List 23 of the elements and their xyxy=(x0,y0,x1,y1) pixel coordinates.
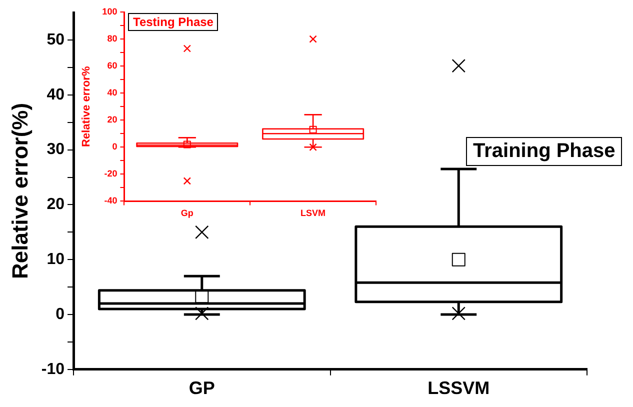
y-tick-label: 10 xyxy=(46,251,65,268)
y-tick-label: 40 xyxy=(107,88,118,98)
y-tick-label: 0 xyxy=(112,142,118,152)
x-tick-label: GP xyxy=(188,378,215,398)
chart-title: Testing Phase xyxy=(128,13,218,31)
text: Training Phase xyxy=(466,137,622,166)
y-tick-label: 40 xyxy=(46,86,65,104)
x-tick-label: LSSVM xyxy=(428,378,490,398)
y-tick-label: 60 xyxy=(107,60,118,71)
y-tick-label: -40 xyxy=(104,196,118,206)
y-tick-label: -10 xyxy=(41,360,65,378)
y-tick-label: 100 xyxy=(102,6,118,16)
y-axis-title: Relative error% xyxy=(80,66,93,147)
y-tick-label: 0 xyxy=(56,306,65,323)
y-tick-label: 30 xyxy=(46,141,65,158)
y-tick-label: -20 xyxy=(104,168,118,179)
y-axis-title: Relative error(%) xyxy=(7,102,32,280)
x-tick-label: Gp xyxy=(180,208,194,218)
y-tick-label: 80 xyxy=(107,34,118,44)
x-tick-label: LSVM xyxy=(300,208,326,218)
y-tick-label: 20 xyxy=(46,196,65,214)
y-tick-label: 50 xyxy=(46,31,65,48)
y-tick-label: 20 xyxy=(107,114,118,125)
